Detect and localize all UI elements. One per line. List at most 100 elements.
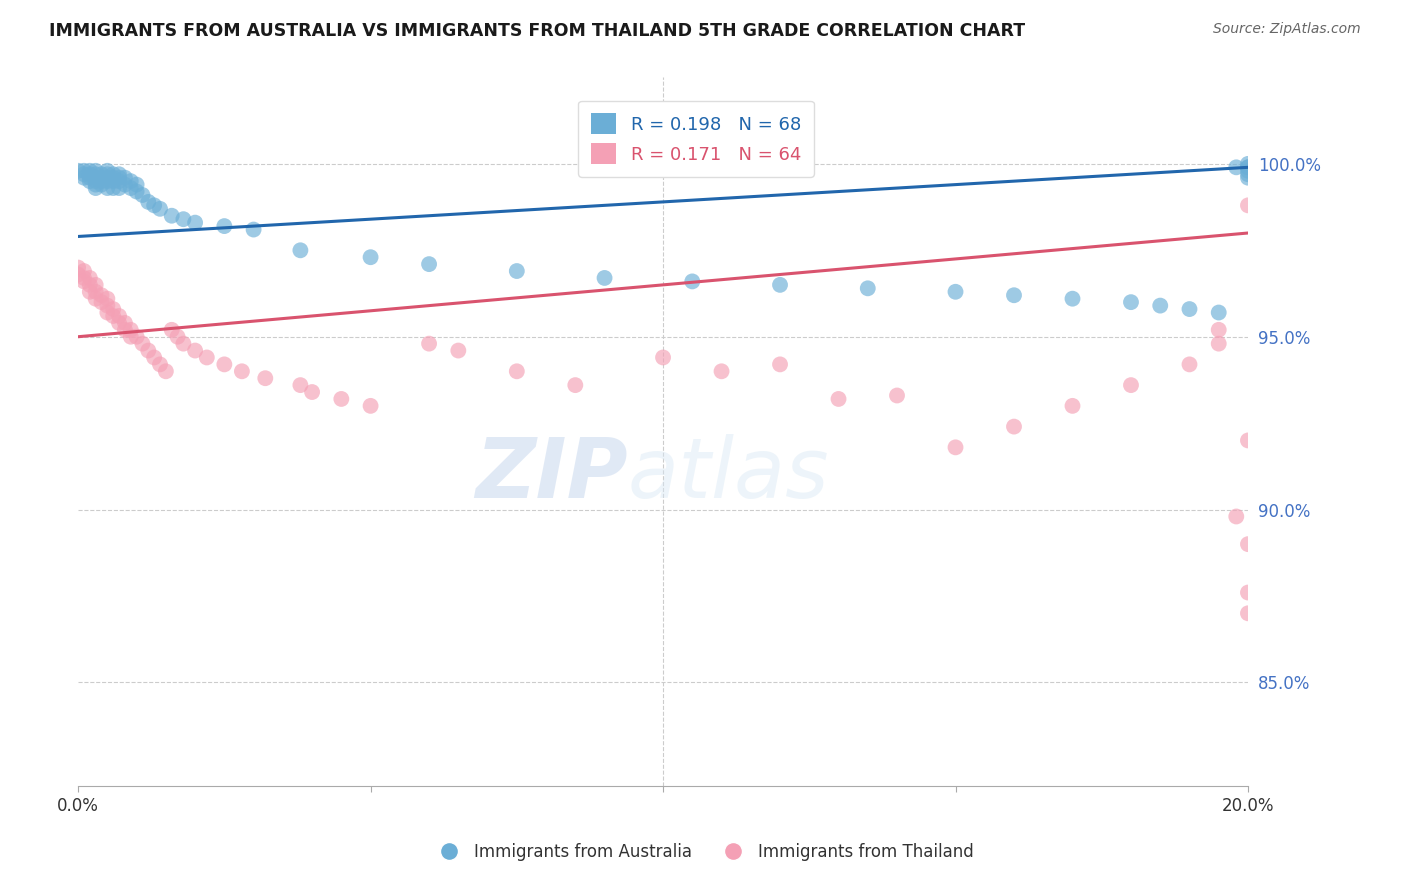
Point [103, 301, 125, 316]
Point [79, 285, 101, 299]
Point [1237, 170, 1260, 185]
Point [1237, 585, 1260, 599]
Point [681, 274, 703, 288]
Point [1225, 161, 1247, 175]
Point [79, 163, 101, 178]
Point [103, 174, 125, 188]
Point [1149, 299, 1171, 313]
Point [166, 329, 188, 343]
Point [242, 222, 264, 236]
Point [79, 170, 101, 185]
Point [131, 336, 153, 351]
Point [96, 305, 118, 319]
Point [125, 329, 148, 343]
Point [945, 285, 967, 299]
Point [108, 174, 131, 188]
Point [1237, 161, 1260, 175]
Point [73, 170, 96, 185]
Point [856, 281, 879, 295]
Point [136, 194, 159, 209]
Point [96, 292, 118, 306]
Point [172, 336, 194, 351]
Point [67, 260, 90, 275]
Point [1002, 419, 1025, 434]
Point [1237, 161, 1260, 175]
Point [79, 167, 101, 181]
Point [125, 185, 148, 199]
Point [84, 170, 107, 185]
Point [90, 295, 112, 310]
Point [84, 285, 107, 299]
Point [96, 170, 118, 185]
Point [73, 274, 96, 288]
Text: atlas: atlas [628, 434, 830, 515]
Point [1119, 295, 1142, 310]
Point [710, 364, 733, 378]
Point [160, 209, 183, 223]
Point [886, 388, 908, 402]
Point [1208, 305, 1230, 319]
Point [114, 323, 136, 337]
Point [1225, 509, 1247, 524]
Point [769, 277, 792, 292]
Point [131, 188, 153, 202]
Point [564, 378, 586, 392]
Point [114, 316, 136, 330]
Point [1237, 537, 1260, 551]
Point [103, 309, 125, 323]
Point [103, 167, 125, 181]
Point [360, 399, 382, 413]
Text: IMMIGRANTS FROM AUSTRALIA VS IMMIGRANTS FROM THAILAND 5TH GRADE CORRELATION CHAR: IMMIGRANTS FROM AUSTRALIA VS IMMIGRANTS … [49, 22, 1025, 40]
Point [103, 181, 125, 195]
Point [214, 357, 236, 371]
Point [184, 343, 207, 358]
Point [90, 178, 112, 192]
Point [136, 343, 159, 358]
Point [103, 170, 125, 185]
Point [108, 309, 131, 323]
Point [360, 250, 382, 264]
Point [195, 351, 218, 365]
Point [506, 364, 529, 378]
Legend: R = 0.198   N = 68, R = 0.171   N = 64: R = 0.198 N = 68, R = 0.171 N = 64 [578, 101, 814, 177]
Point [1237, 607, 1260, 621]
Point [79, 271, 101, 285]
Point [96, 167, 118, 181]
Point [67, 163, 90, 178]
Point [330, 392, 353, 406]
Point [231, 364, 253, 378]
Point [120, 323, 142, 337]
Point [593, 271, 616, 285]
Point [143, 351, 166, 365]
Point [301, 385, 323, 400]
Point [108, 316, 131, 330]
Point [84, 277, 107, 292]
Point [1237, 157, 1260, 171]
Point [114, 170, 136, 185]
Point [84, 174, 107, 188]
Point [290, 378, 312, 392]
Point [1208, 323, 1230, 337]
Point [120, 181, 142, 195]
Point [73, 264, 96, 278]
Point [73, 167, 96, 181]
Point [254, 371, 277, 385]
Point [67, 268, 90, 282]
Point [1208, 336, 1230, 351]
Point [155, 364, 177, 378]
Point [73, 271, 96, 285]
Point [90, 167, 112, 181]
Point [290, 244, 312, 258]
Point [945, 441, 967, 455]
Point [827, 392, 849, 406]
Point [96, 163, 118, 178]
Point [1002, 288, 1025, 302]
Point [172, 212, 194, 227]
Point [1178, 301, 1201, 316]
Legend: Immigrants from Australia, Immigrants from Thailand: Immigrants from Australia, Immigrants fr… [425, 837, 981, 868]
Point [1237, 167, 1260, 181]
Point [1237, 163, 1260, 178]
Point [1237, 434, 1260, 448]
Point [96, 174, 118, 188]
Text: ZIP: ZIP [475, 434, 628, 515]
